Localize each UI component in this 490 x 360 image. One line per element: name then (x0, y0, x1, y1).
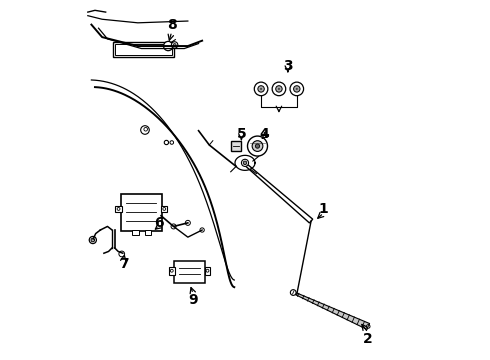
Circle shape (247, 136, 268, 156)
Polygon shape (293, 292, 369, 329)
Bar (115, 206, 122, 212)
Circle shape (119, 251, 124, 257)
Circle shape (291, 290, 296, 296)
Text: 2: 2 (364, 332, 373, 346)
Text: 1: 1 (318, 202, 328, 216)
Circle shape (258, 86, 264, 92)
Circle shape (290, 82, 304, 96)
Circle shape (294, 86, 300, 92)
Circle shape (89, 237, 97, 244)
Circle shape (164, 41, 173, 51)
Text: 7: 7 (119, 257, 128, 271)
Text: 4: 4 (260, 127, 270, 140)
Bar (205, 267, 210, 275)
Circle shape (278, 88, 280, 90)
FancyBboxPatch shape (121, 194, 162, 231)
Bar (231, 141, 241, 151)
Bar (132, 230, 139, 235)
Circle shape (200, 228, 204, 232)
Circle shape (243, 161, 247, 165)
Bar (113, 42, 173, 57)
Circle shape (254, 82, 268, 96)
Circle shape (242, 159, 248, 166)
Bar (161, 206, 168, 212)
Circle shape (171, 224, 176, 229)
Circle shape (272, 82, 286, 96)
Circle shape (173, 44, 176, 46)
Text: 3: 3 (283, 59, 293, 73)
Polygon shape (244, 163, 313, 223)
Text: 5: 5 (237, 127, 246, 140)
Circle shape (91, 238, 95, 242)
Circle shape (255, 144, 260, 148)
Bar (169, 267, 174, 275)
Circle shape (367, 325, 370, 328)
FancyBboxPatch shape (174, 261, 205, 283)
Text: 6: 6 (154, 216, 164, 230)
Bar (115, 44, 172, 55)
Circle shape (296, 88, 298, 90)
Text: 9: 9 (188, 293, 198, 307)
Circle shape (276, 86, 282, 92)
Circle shape (252, 141, 263, 152)
Circle shape (260, 88, 262, 90)
Bar (145, 230, 151, 235)
Circle shape (172, 42, 178, 48)
Circle shape (185, 220, 190, 225)
Text: 8: 8 (167, 18, 176, 32)
